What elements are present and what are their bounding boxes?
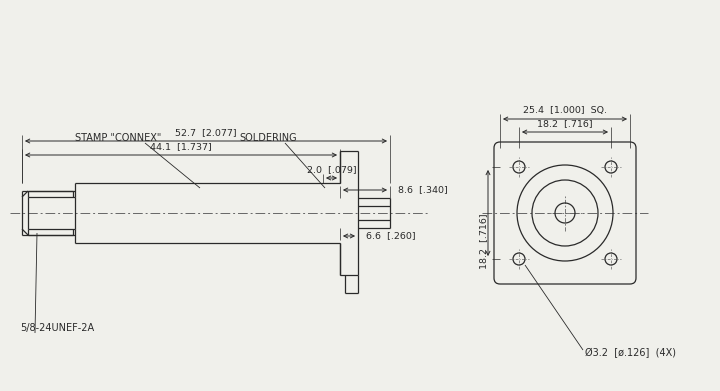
Text: 8.6  [.340]: 8.6 [.340] bbox=[398, 185, 448, 194]
Text: 44.1  [1.737]: 44.1 [1.737] bbox=[150, 142, 212, 151]
Text: Ø3.2  [ø.126]  (4X): Ø3.2 [ø.126] (4X) bbox=[585, 348, 676, 358]
Text: 18.2  [.716]: 18.2 [.716] bbox=[480, 213, 488, 269]
Text: STAMP "CONNEX": STAMP "CONNEX" bbox=[75, 133, 161, 143]
Text: 2.0  [.079]: 2.0 [.079] bbox=[307, 165, 356, 174]
Text: 5/8-24UNEF-2A: 5/8-24UNEF-2A bbox=[20, 323, 94, 333]
Text: 6.6  [.260]: 6.6 [.260] bbox=[366, 231, 415, 240]
Text: SOLDERING: SOLDERING bbox=[239, 133, 297, 143]
Text: 52.7  [2.077]: 52.7 [2.077] bbox=[175, 128, 237, 137]
Text: 25.4  [1.000]  SQ.: 25.4 [1.000] SQ. bbox=[523, 106, 607, 115]
Text: 18.2  [.716]: 18.2 [.716] bbox=[537, 119, 593, 128]
